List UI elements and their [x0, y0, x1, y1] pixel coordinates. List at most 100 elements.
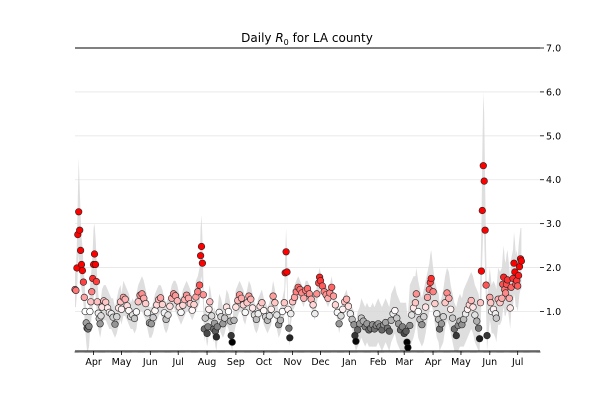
- data-point: [476, 335, 484, 343]
- data-point: [343, 295, 351, 303]
- x-tick-label: May: [451, 357, 471, 368]
- data-point: [339, 305, 347, 313]
- data-points: [71, 162, 526, 352]
- data-point: [328, 283, 336, 291]
- data-point: [92, 278, 100, 286]
- chart-title-prefix: Daily: [241, 31, 275, 45]
- data-point: [166, 302, 174, 310]
- data-point: [197, 252, 205, 260]
- data-point: [300, 294, 308, 302]
- data-point: [479, 162, 487, 170]
- x-tick-label: Aug: [198, 357, 217, 368]
- data-point: [227, 332, 235, 340]
- x-tick-label: Mar: [395, 357, 413, 368]
- data-point: [404, 343, 412, 352]
- data-point: [86, 307, 94, 316]
- data-point: [285, 324, 293, 332]
- data-point: [265, 312, 274, 320]
- data-point: [473, 317, 481, 325]
- data-point: [331, 301, 340, 309]
- data-point: [237, 294, 246, 302]
- data-point: [478, 206, 486, 215]
- data-point: [481, 226, 489, 234]
- data-point: [97, 312, 105, 320]
- data-point: [502, 289, 510, 297]
- data-point: [422, 303, 430, 311]
- data-point: [232, 303, 240, 311]
- data-point: [514, 282, 522, 290]
- data-point: [113, 313, 121, 321]
- data-point: [93, 298, 101, 306]
- x-tick-label: Sep: [227, 357, 245, 368]
- gridlines: [75, 47, 540, 312]
- data-point: [445, 294, 453, 302]
- data-point: [79, 278, 87, 286]
- data-point: [498, 294, 506, 302]
- data-point: [427, 274, 435, 283]
- y-tick-label: 3.0: [546, 219, 561, 230]
- chart-title: Daily R0 for LA county: [241, 31, 373, 47]
- data-point: [72, 286, 80, 295]
- data-point: [173, 297, 181, 305]
- data-point: [475, 324, 483, 332]
- data-point: [420, 313, 428, 321]
- data-point: [476, 299, 485, 307]
- data-point: [206, 298, 214, 306]
- data-point: [260, 307, 268, 315]
- data-point: [273, 311, 281, 319]
- data-point: [76, 246, 85, 254]
- data-point: [412, 290, 420, 298]
- data-point: [471, 311, 479, 319]
- data-point: [418, 321, 426, 329]
- x-tick-label: May: [112, 357, 132, 368]
- data-point: [276, 316, 285, 324]
- y-tick-label: 5.0: [546, 131, 561, 142]
- data-point: [201, 314, 209, 322]
- data-point: [130, 314, 139, 323]
- data-point: [212, 333, 220, 341]
- data-point: [147, 320, 155, 328]
- data-point: [423, 293, 432, 302]
- data-point: [280, 299, 288, 307]
- data-point: [134, 298, 142, 306]
- chart-title-suffix: for LA county: [289, 31, 373, 45]
- data-point: [429, 288, 437, 296]
- y-tick-label: 6.0: [546, 87, 561, 98]
- data-point: [480, 177, 488, 185]
- data-point: [76, 226, 84, 234]
- data-point: [469, 303, 477, 311]
- data-point: [196, 281, 204, 289]
- x-tick-label: Apr: [85, 357, 102, 368]
- data-point: [143, 309, 152, 317]
- data-point: [258, 299, 266, 307]
- data-point: [267, 305, 275, 313]
- data-point: [309, 301, 317, 309]
- data-point: [85, 322, 93, 331]
- data-point: [354, 326, 362, 334]
- data-point: [406, 321, 414, 330]
- axes: 1.0 2.0 3.0 4.0 5.0 6.0 7.0 Apr May Jun Jul Aug Sep O…: [74, 44, 561, 368]
- y-tick-label: 4.0: [546, 175, 561, 186]
- data-point: [197, 242, 206, 251]
- data-point: [228, 338, 236, 346]
- data-point: [411, 299, 420, 307]
- data-point: [477, 267, 486, 275]
- data-point: [467, 296, 475, 305]
- data-point: [271, 299, 279, 307]
- data-point: [96, 320, 104, 328]
- chart-title-subscript: 0: [284, 38, 289, 47]
- data-point: [506, 304, 514, 312]
- data-point: [249, 304, 257, 312]
- x-tick-label: Dec: [311, 357, 329, 368]
- data-point: [492, 314, 500, 322]
- data-point: [391, 307, 399, 315]
- data-point: [452, 332, 460, 340]
- data-point: [329, 292, 338, 300]
- data-point: [437, 320, 446, 328]
- data-point: [208, 312, 216, 320]
- data-point: [77, 260, 86, 269]
- data-point: [80, 293, 88, 302]
- data-point: [449, 314, 457, 322]
- data-point: [158, 300, 166, 309]
